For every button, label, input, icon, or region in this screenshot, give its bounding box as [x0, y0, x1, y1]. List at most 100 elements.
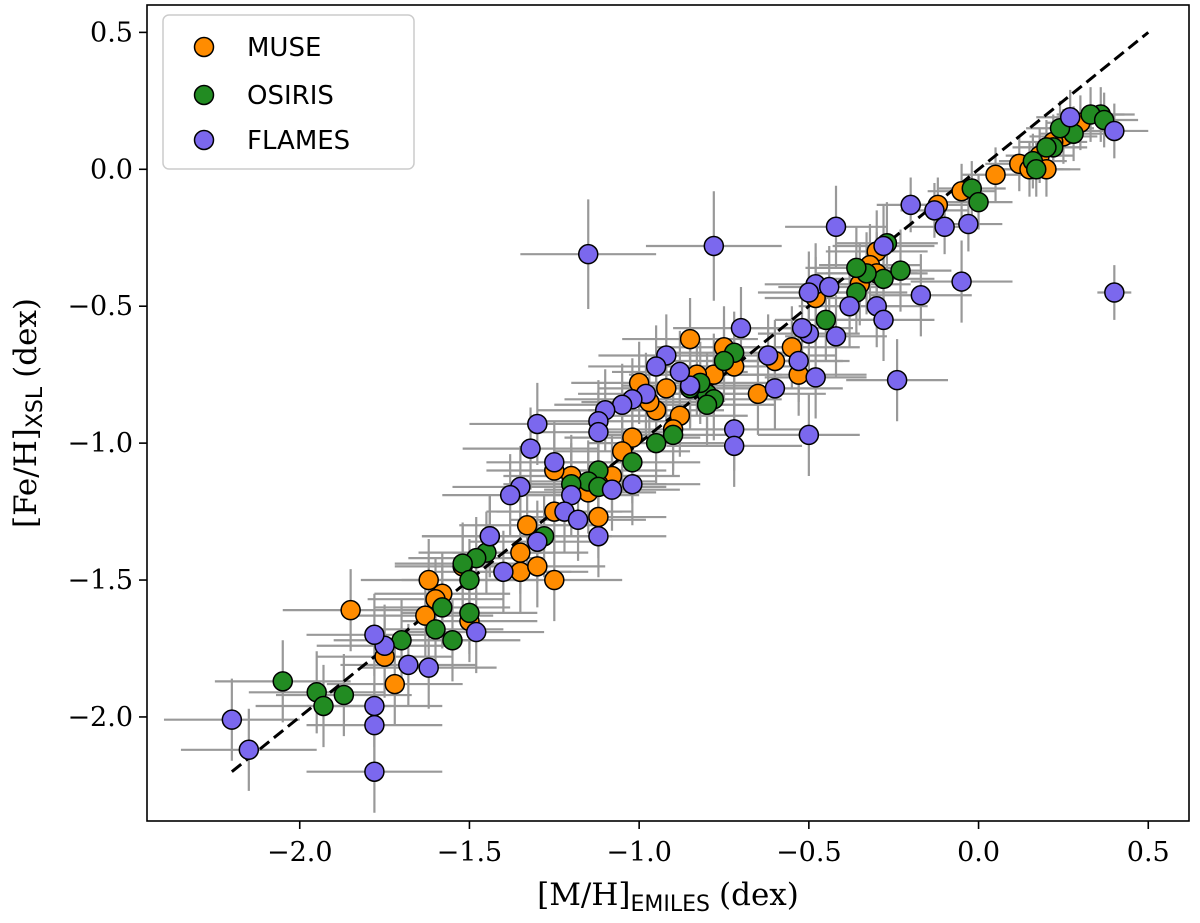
markers-layer: [221, 104, 1125, 782]
y-tick-label-3: −0.5: [67, 291, 133, 322]
flames-point-17: [886, 369, 908, 391]
one-to-one-line: [230, 31, 1150, 773]
flames-point-46: [520, 438, 541, 459]
flames-point-48: [499, 484, 521, 506]
muse-point-52: [384, 673, 406, 695]
osiris-point-8: [1026, 159, 1047, 180]
osiris-point-44: [313, 695, 334, 717]
y-axis-label: [Fe/H]XSL(dex): [8, 298, 48, 528]
osiris-point-27: [622, 452, 643, 473]
osiris-point-37: [459, 602, 480, 624]
osiris-point-17: [815, 309, 837, 331]
y-tick-label-1: −1.5: [67, 565, 133, 596]
muse-point-41: [510, 561, 531, 583]
flames-point-44: [544, 452, 565, 473]
y-tick-label-0: −2.0: [67, 702, 133, 733]
osiris-point-25: [662, 424, 684, 446]
flames-point-56: [418, 657, 439, 678]
x-tick-label-5: 0.5: [1127, 837, 1170, 868]
flames-point-45: [527, 413, 548, 435]
flames-point-39: [588, 421, 609, 443]
x-tick-label-2: −1.0: [606, 837, 672, 868]
osiris-point-7: [1036, 137, 1057, 158]
muse-point-49: [418, 569, 439, 591]
flames-point-22: [798, 424, 820, 446]
flames-point-31: [669, 361, 691, 383]
flames-point-2: [1104, 282, 1125, 303]
muse-point-43: [544, 569, 565, 591]
flames-point-23: [805, 367, 826, 388]
osiris-point-10: [968, 191, 989, 213]
flames-point-26: [730, 317, 752, 339]
plot-frame: [146, 4, 1190, 822]
osiris-point-42: [333, 684, 355, 706]
flames-point-16: [951, 271, 972, 292]
legend-marker-muse: [193, 36, 215, 58]
flames-point-64: [221, 709, 243, 730]
muse-point-39: [516, 515, 538, 536]
flames-point-11: [818, 276, 840, 298]
flames-point-57: [398, 654, 419, 676]
flames-point-49: [588, 525, 609, 547]
x-tick-label-1: −1.5: [437, 837, 503, 868]
osiris-point-22: [696, 394, 718, 416]
muse-point-42: [527, 556, 548, 577]
one-to-one-line-layer: [230, 31, 1150, 773]
flames-point-4: [934, 216, 955, 238]
flames-point-60: [364, 695, 385, 717]
y-tick-label-4: 0.0: [90, 154, 133, 185]
muse-point-7: [985, 164, 1006, 186]
flames-point-43: [567, 509, 589, 531]
flames-point-21: [788, 350, 809, 372]
flames-point-14: [873, 309, 894, 331]
flames-point-0: [1104, 120, 1125, 142]
x-axis-label: [M/H]EMILES (dex): [537, 877, 799, 917]
legend: MUSE OSIRIS FLAMES: [162, 14, 415, 170]
muse-point-38: [588, 506, 609, 528]
muse-point-27: [656, 378, 677, 399]
x-tick-label-0: −2.0: [267, 837, 333, 868]
flames-point-5: [924, 200, 945, 221]
flames-point-8: [825, 216, 847, 238]
osiris-point-19: [713, 350, 735, 372]
legend-label-osiris: OSIRIS: [247, 81, 334, 111]
flames-point-7: [873, 235, 894, 257]
legend-box: [162, 14, 415, 170]
y-tick-label-2: −1.0: [67, 428, 133, 459]
flames-point-28: [723, 435, 745, 457]
muse-point-53: [340, 599, 361, 621]
flames-point-30: [679, 375, 701, 396]
flames-point-54: [493, 561, 514, 583]
flames-point-40: [577, 243, 599, 265]
flames-point-20: [791, 317, 813, 339]
legend-marker-osiris: [193, 84, 215, 106]
flames-point-18: [825, 326, 847, 347]
flames-point-24: [757, 345, 779, 366]
osiris-point-45: [272, 671, 294, 692]
flames-point-55: [465, 621, 487, 643]
flames-point-12: [839, 295, 860, 317]
flames-point-61: [364, 714, 385, 736]
flames-point-15: [910, 285, 932, 306]
osiris-point-14: [846, 257, 867, 279]
osiris-point-40: [425, 619, 446, 640]
flames-point-33: [645, 356, 667, 377]
x-tick-label-3: −0.5: [776, 837, 842, 868]
flames-point-53: [479, 525, 501, 547]
flames-point-62: [364, 761, 385, 782]
flames-point-51: [601, 479, 623, 500]
flames-point-29: [703, 235, 725, 257]
muse-point-40: [510, 542, 531, 563]
osiris-point-12: [873, 268, 894, 290]
x-axis-ticks: −2.0 −1.5 −1.0 −0.5 0.0 0.5: [267, 821, 1170, 868]
flames-point-25: [764, 378, 786, 399]
flames-point-50: [622, 473, 643, 495]
osiris-point-41: [391, 630, 412, 651]
muse-point-30: [622, 427, 643, 448]
flames-point-63: [238, 739, 260, 761]
muse-point-18: [747, 383, 769, 405]
muse-point-50: [415, 605, 436, 626]
flames-point-59: [364, 624, 385, 646]
flames-point-3: [958, 213, 979, 235]
